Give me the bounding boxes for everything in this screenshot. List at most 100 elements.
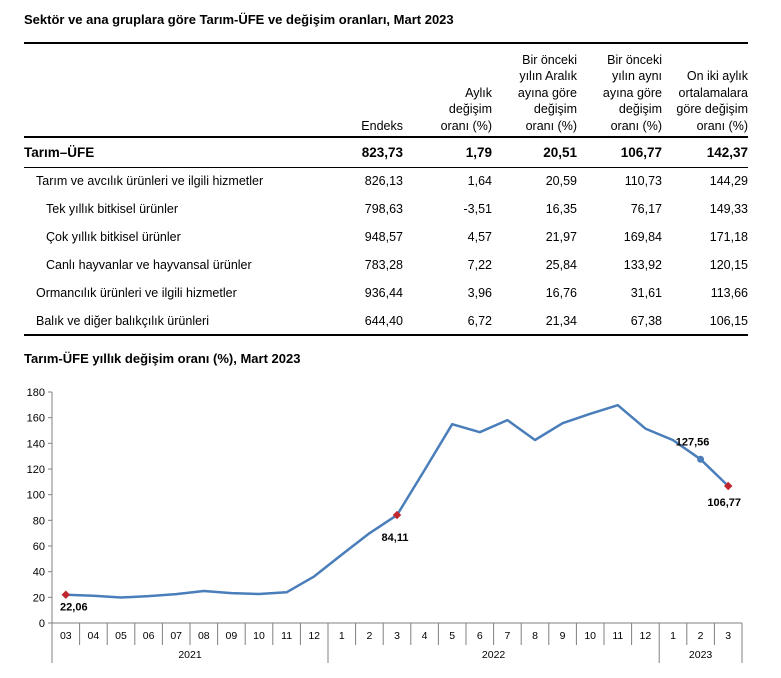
table-title: Sektör ve ana gruplara göre Tarım-ÜFE ve…: [24, 12, 454, 27]
row-label: Canlı hayvanlar ve hayvansal ürünler: [46, 258, 252, 272]
data-label: 84,11: [382, 532, 409, 544]
x-tick-label: 7: [504, 630, 510, 642]
cell-monthly: 7,22: [467, 258, 492, 272]
year-label: 2021: [178, 649, 202, 661]
y-tick-label: 80: [33, 515, 45, 527]
cell-index: 948,57: [364, 230, 403, 244]
x-tick-label: 4: [422, 630, 428, 642]
table-row: Ormancılık ürünleri ve ilgili hizmetler …: [24, 279, 748, 307]
x-tick-label: 08: [198, 630, 210, 642]
y-tick-label: 140: [27, 438, 45, 450]
y-tick-label: 40: [33, 567, 45, 579]
cell-monthly: 3,96: [467, 286, 492, 300]
cell-december: 21,97: [545, 230, 577, 244]
y-tick-label: 100: [27, 490, 45, 502]
cell-index: 783,28: [364, 258, 403, 272]
index-table: Endeks Aylık değişim oranı (%) Bir öncek…: [24, 42, 748, 336]
cell-12month-avg: 171,18: [709, 230, 748, 244]
cell-12month-avg: 144,29: [709, 174, 748, 189]
cell-index: 798,63: [364, 202, 403, 216]
x-tick-label: 11: [612, 630, 623, 642]
cell-monthly: 6,72: [467, 313, 492, 328]
year-label: 2022: [482, 649, 506, 661]
data-label: 22,06: [60, 602, 88, 614]
y-tick-label: 160: [27, 413, 45, 425]
cell-monthly: 1,64: [467, 174, 492, 189]
data-point-marker: [392, 510, 402, 520]
row-label: Balık ve diğer balıkçılık ürünleri: [36, 313, 209, 328]
x-tick-label: 2: [366, 630, 372, 642]
chart-title: Tarım-ÜFE yıllık değişim oranı (%), Mart…: [24, 351, 301, 366]
header-monthly-change: Aylık değişim oranı (%): [440, 85, 492, 133]
header-label: [24, 43, 326, 137]
series-line: [65, 403, 730, 599]
cell-monthly: 1,79: [465, 144, 492, 160]
x-tick-label: 8: [532, 630, 538, 642]
data-label: 127,56: [676, 436, 710, 448]
cell-december: 21,34: [545, 313, 577, 328]
row-label: Tarım–ÜFE: [24, 144, 95, 160]
header-annual-change: Bir önceki yılın aynı ayına göre değişim…: [602, 52, 662, 133]
x-tick-label: 07: [170, 630, 182, 642]
x-tick-label: 10: [584, 630, 596, 642]
x-tick-label: 05: [115, 630, 127, 642]
cell-index: 644,40: [364, 313, 403, 328]
cell-12month-avg: 113,66: [710, 286, 748, 300]
table-row: Balık ve diğer balıkçılık ürünleri 644,4…: [24, 307, 748, 335]
x-tick-label: 6: [477, 630, 483, 642]
row-label: Ormancılık ürünleri ve ilgili hizmetler: [36, 286, 237, 300]
cell-annual: 67,38: [630, 313, 662, 328]
cell-annual: 169,84: [623, 230, 662, 244]
cell-annual: 133,92: [623, 258, 662, 272]
cell-12month-avg: 106,15: [709, 313, 748, 328]
x-tick-label: 06: [143, 630, 155, 642]
table-header-row: Endeks Aylık değişim oranı (%) Bir öncek…: [24, 43, 748, 137]
header-december-change: Bir önceki yılın Aralık ayına göre değiş…: [517, 52, 577, 133]
x-tick-label: 9: [560, 630, 566, 642]
row-label: Çok yıllık bitkisel ürünler: [46, 230, 181, 244]
cell-12month-avg: 149,33: [709, 202, 748, 216]
x-tick-label: 3: [394, 630, 400, 642]
cell-annual: 106,77: [620, 144, 662, 160]
cell-index: 823,73: [361, 144, 403, 160]
y-tick-label: 60: [33, 541, 45, 553]
cell-december: 16,35: [545, 202, 577, 216]
x-tick-label: 12: [640, 630, 652, 642]
table-row-total: Tarım–ÜFE 823,73 1,79 20,51 106,77 142,3…: [24, 137, 748, 167]
table-row: Çok yıllık bitkisel ürünler 948,57 4,57 …: [24, 223, 748, 251]
x-tick-label: 2: [698, 630, 704, 642]
cell-december: 20,51: [543, 144, 577, 160]
x-tick-label: 1: [670, 630, 676, 642]
x-tick-label: 12: [308, 630, 320, 642]
y-tick-label: 120: [27, 464, 45, 476]
cell-12month-avg: 120,15: [709, 258, 748, 272]
y-tick-label: 180: [27, 387, 45, 399]
cell-annual: 76,17: [630, 202, 662, 216]
table-row: Canlı hayvanlar ve hayvansal ürünler 783…: [24, 251, 748, 279]
data-label: 106,77: [707, 497, 741, 509]
cell-12month-avg: 142,37: [706, 144, 748, 160]
table-row: Tarım ve avcılık ürünleri ve ilgili hizm…: [24, 167, 748, 195]
y-tick-label: 20: [33, 592, 45, 604]
x-tick-label: 3: [725, 630, 731, 642]
x-tick-label: 09: [226, 630, 238, 642]
y-tick-label: 0: [39, 618, 45, 630]
data-point-marker: [697, 455, 705, 463]
x-tick-label: 5: [449, 630, 455, 642]
x-tick-label: 1: [339, 630, 345, 642]
cell-index: 826,13: [364, 174, 403, 189]
cell-monthly: -3,51: [463, 202, 493, 216]
year-label: 2023: [689, 649, 713, 661]
cell-annual: 110,73: [624, 174, 662, 189]
row-label: Tek yıllık bitkisel ürünler: [46, 202, 178, 216]
row-label: Tarım ve avcılık ürünleri ve ilgili hizm…: [36, 174, 264, 189]
x-tick-label: 10: [253, 630, 265, 642]
cell-december: 25,84: [545, 258, 577, 272]
line-chart: 0 20 40 60 80 100 120 140 160 180 03 04 05 06 07 08 09 10…: [27, 387, 743, 663]
cell-annual: 31,61: [630, 286, 662, 300]
cell-monthly: 4,57: [467, 230, 492, 244]
cell-index: 936,44: [364, 286, 403, 300]
cell-december: 20,59: [545, 174, 577, 189]
table-row: Tek yıllık bitkisel ürünler 798,63 -3,51…: [24, 195, 748, 223]
x-tick-label: 11: [281, 630, 292, 642]
